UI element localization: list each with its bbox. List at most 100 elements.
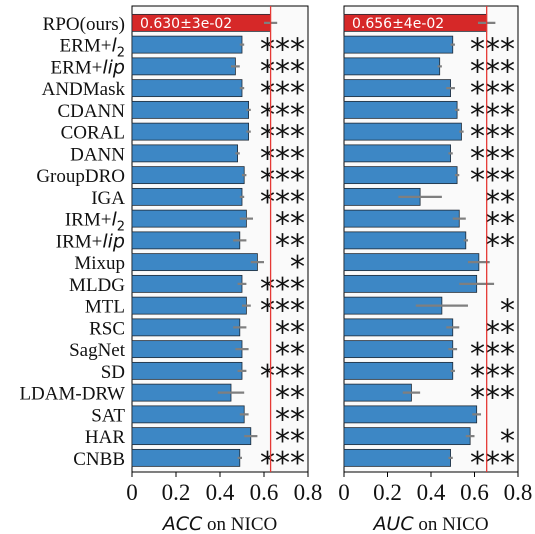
significance-stars: ***: [470, 163, 515, 198]
significance-stars: **: [275, 337, 305, 372]
significance-stars: **: [485, 228, 515, 263]
bar-irm-l2: [343, 209, 460, 228]
significance-stars: **: [275, 402, 305, 437]
bar-mtl: [131, 296, 247, 315]
bar-sagnet: [131, 340, 243, 359]
chart-panel-1: 0.630±3e-02*****************************…: [126, 5, 323, 534]
bar-sd: [131, 361, 243, 380]
x-axis-title: AUC on NICO: [371, 513, 488, 534]
bar-erm-lip: [131, 57, 236, 76]
bar-erm-lip: [343, 57, 441, 76]
bar-rsc: [131, 318, 241, 337]
bar-sat: [131, 405, 245, 424]
x-axis-suffix: on NICO: [202, 514, 277, 534]
bar-cdann: [131, 100, 249, 119]
y-axis-labels: RPO(ours)ERM+l2ERM+lipANDMaskCDANNCORALD…: [19, 14, 125, 470]
bar-mldg: [131, 274, 243, 293]
bar-mldg: [343, 274, 478, 293]
y-tick-label: ANDMask: [42, 79, 126, 100]
y-tick-label: IRM+l2: [65, 209, 125, 235]
x-tick-label: 0.8: [504, 480, 533, 505]
y-tick-label: IRM+lip: [56, 230, 125, 252]
x-axis-title: ACC on NICO: [161, 513, 277, 534]
bar-ldam-drw: [343, 383, 412, 402]
significance-stars: ***: [260, 272, 305, 307]
significance-stars: ***: [470, 120, 515, 155]
bar-coral: [343, 122, 462, 141]
y-tick-label: ERM+lip: [50, 56, 125, 78]
significance-stars: *: [290, 250, 305, 285]
significance-stars: ***: [470, 141, 515, 176]
y-tick-label: RPO(ours): [43, 14, 125, 35]
significance-stars: **: [275, 207, 305, 242]
bar-andmask: [343, 79, 451, 98]
x-tick-label: 0.4: [206, 480, 235, 505]
x-axis-suffix: on NICO: [414, 514, 489, 534]
significance-stars: ***: [260, 141, 305, 176]
y-tick-label: MLDG: [69, 275, 125, 296]
bar-cnbb: [131, 448, 241, 467]
x-tick-label: 0.2: [373, 480, 402, 505]
significance-stars: ***: [470, 359, 515, 394]
significance-stars: **: [485, 207, 515, 242]
y-tick-label: MTL: [85, 297, 125, 318]
significance-stars: **: [275, 424, 305, 459]
bar-groupdro: [343, 166, 458, 185]
bar-har: [343, 427, 471, 446]
y-tick-label: SAT: [91, 405, 125, 426]
significance-stars: ***: [260, 359, 305, 394]
bar-dann: [131, 144, 238, 163]
highlight-value-label: 0.656±4e-02: [352, 16, 444, 32]
bar-erm-l2: [131, 35, 243, 54]
significance-stars: ***: [470, 54, 515, 89]
y-tick-label: RSC: [89, 318, 125, 339]
significance-stars: **: [275, 381, 305, 416]
significance-stars: **: [485, 315, 515, 350]
bar-irm-l2: [131, 209, 247, 228]
y-tick-label: HAR: [85, 427, 125, 448]
significance-stars: ***: [470, 381, 515, 416]
significance-stars: ***: [260, 98, 305, 133]
bar-har: [131, 427, 252, 446]
significance-stars: ***: [260, 163, 305, 198]
bar-sagnet: [343, 340, 454, 359]
bar-groupdro: [131, 166, 245, 185]
y-tick-label: SD: [101, 362, 125, 383]
bar-mixup: [131, 253, 258, 272]
significance-stars: **: [485, 185, 515, 220]
significance-stars: ***: [260, 446, 305, 481]
x-tick-label: 0.6: [460, 480, 489, 505]
y-tick-label: LDAM-DRW: [19, 384, 125, 405]
y-tick-label: IGA: [91, 188, 125, 209]
bar-cdann: [343, 100, 458, 119]
x-tick-label: 0.2: [162, 480, 191, 505]
significance-stars: ***: [260, 120, 305, 155]
y-tick-label: SagNet: [69, 340, 126, 361]
y-tick-label: Mixup: [74, 253, 125, 274]
bar-mixup: [343, 253, 480, 272]
significance-stars: **: [275, 228, 305, 263]
bar-andmask: [131, 79, 243, 98]
significance-stars: *: [500, 424, 515, 459]
bar-erm-l2: [343, 35, 454, 54]
significance-stars: **: [275, 315, 305, 350]
significance-stars: ***: [260, 54, 305, 89]
significance-stars: *: [500, 294, 515, 329]
significance-stars: ***: [260, 185, 305, 220]
significance-stars: ***: [470, 337, 515, 372]
bar-coral: [131, 122, 249, 141]
chart-panel-2: 0.656±4e-02*****************************…: [338, 5, 533, 534]
y-tick-label: GroupDRO: [36, 166, 125, 187]
bar-irm-lip: [343, 231, 467, 250]
x-tick-label: 0: [338, 480, 350, 505]
bar-irm-lip: [131, 231, 241, 250]
x-tick-label: 0.8: [294, 480, 323, 505]
y-tick-label: CNBB: [73, 449, 125, 470]
y-tick-label: CDANN: [57, 101, 125, 122]
bar-ldam-drw: [131, 383, 232, 402]
significance-stars: ***: [470, 76, 515, 111]
bar-sd: [343, 361, 454, 380]
bar-dann: [343, 144, 451, 163]
bar-iga: [131, 187, 243, 206]
